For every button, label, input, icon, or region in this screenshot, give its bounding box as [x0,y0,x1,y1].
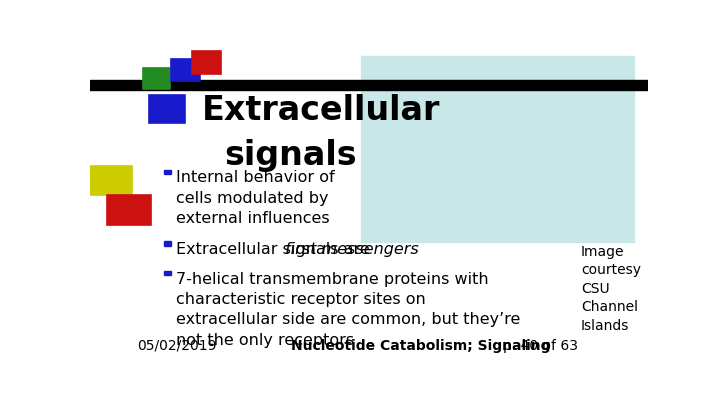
Text: Extracellular: Extracellular [202,94,440,127]
Bar [192,51,221,74]
Text: Image
courtesy
CSU
Channel
Islands: Image courtesy CSU Channel Islands [581,245,641,333]
Text: Internal behavior of
cells modulated by
external influences: Internal behavior of cells modulated by … [176,170,335,226]
Bar [171,59,200,81]
Text: p. 40 of 63: p. 40 of 63 [503,339,578,353]
Bar [107,195,151,225]
Bar [90,166,132,195]
Bar [148,96,185,124]
Bar [361,56,634,242]
Text: first messengers: first messengers [285,242,419,257]
Text: signals: signals [224,139,356,172]
Text: Extracellular signals are: Extracellular signals are [176,242,375,257]
Bar [163,241,171,245]
Text: 05/02/2019: 05/02/2019 [138,339,217,353]
Bar [163,170,171,174]
Text: Nucleotide Catabolism; Signaling: Nucleotide Catabolism; Signaling [291,339,550,353]
Bar [163,271,171,275]
Text: 7-helical transmembrane proteins with
characteristic receptor sites on
extracell: 7-helical transmembrane proteins with ch… [176,272,521,348]
Bar [143,68,170,89]
Bar [90,81,648,90]
